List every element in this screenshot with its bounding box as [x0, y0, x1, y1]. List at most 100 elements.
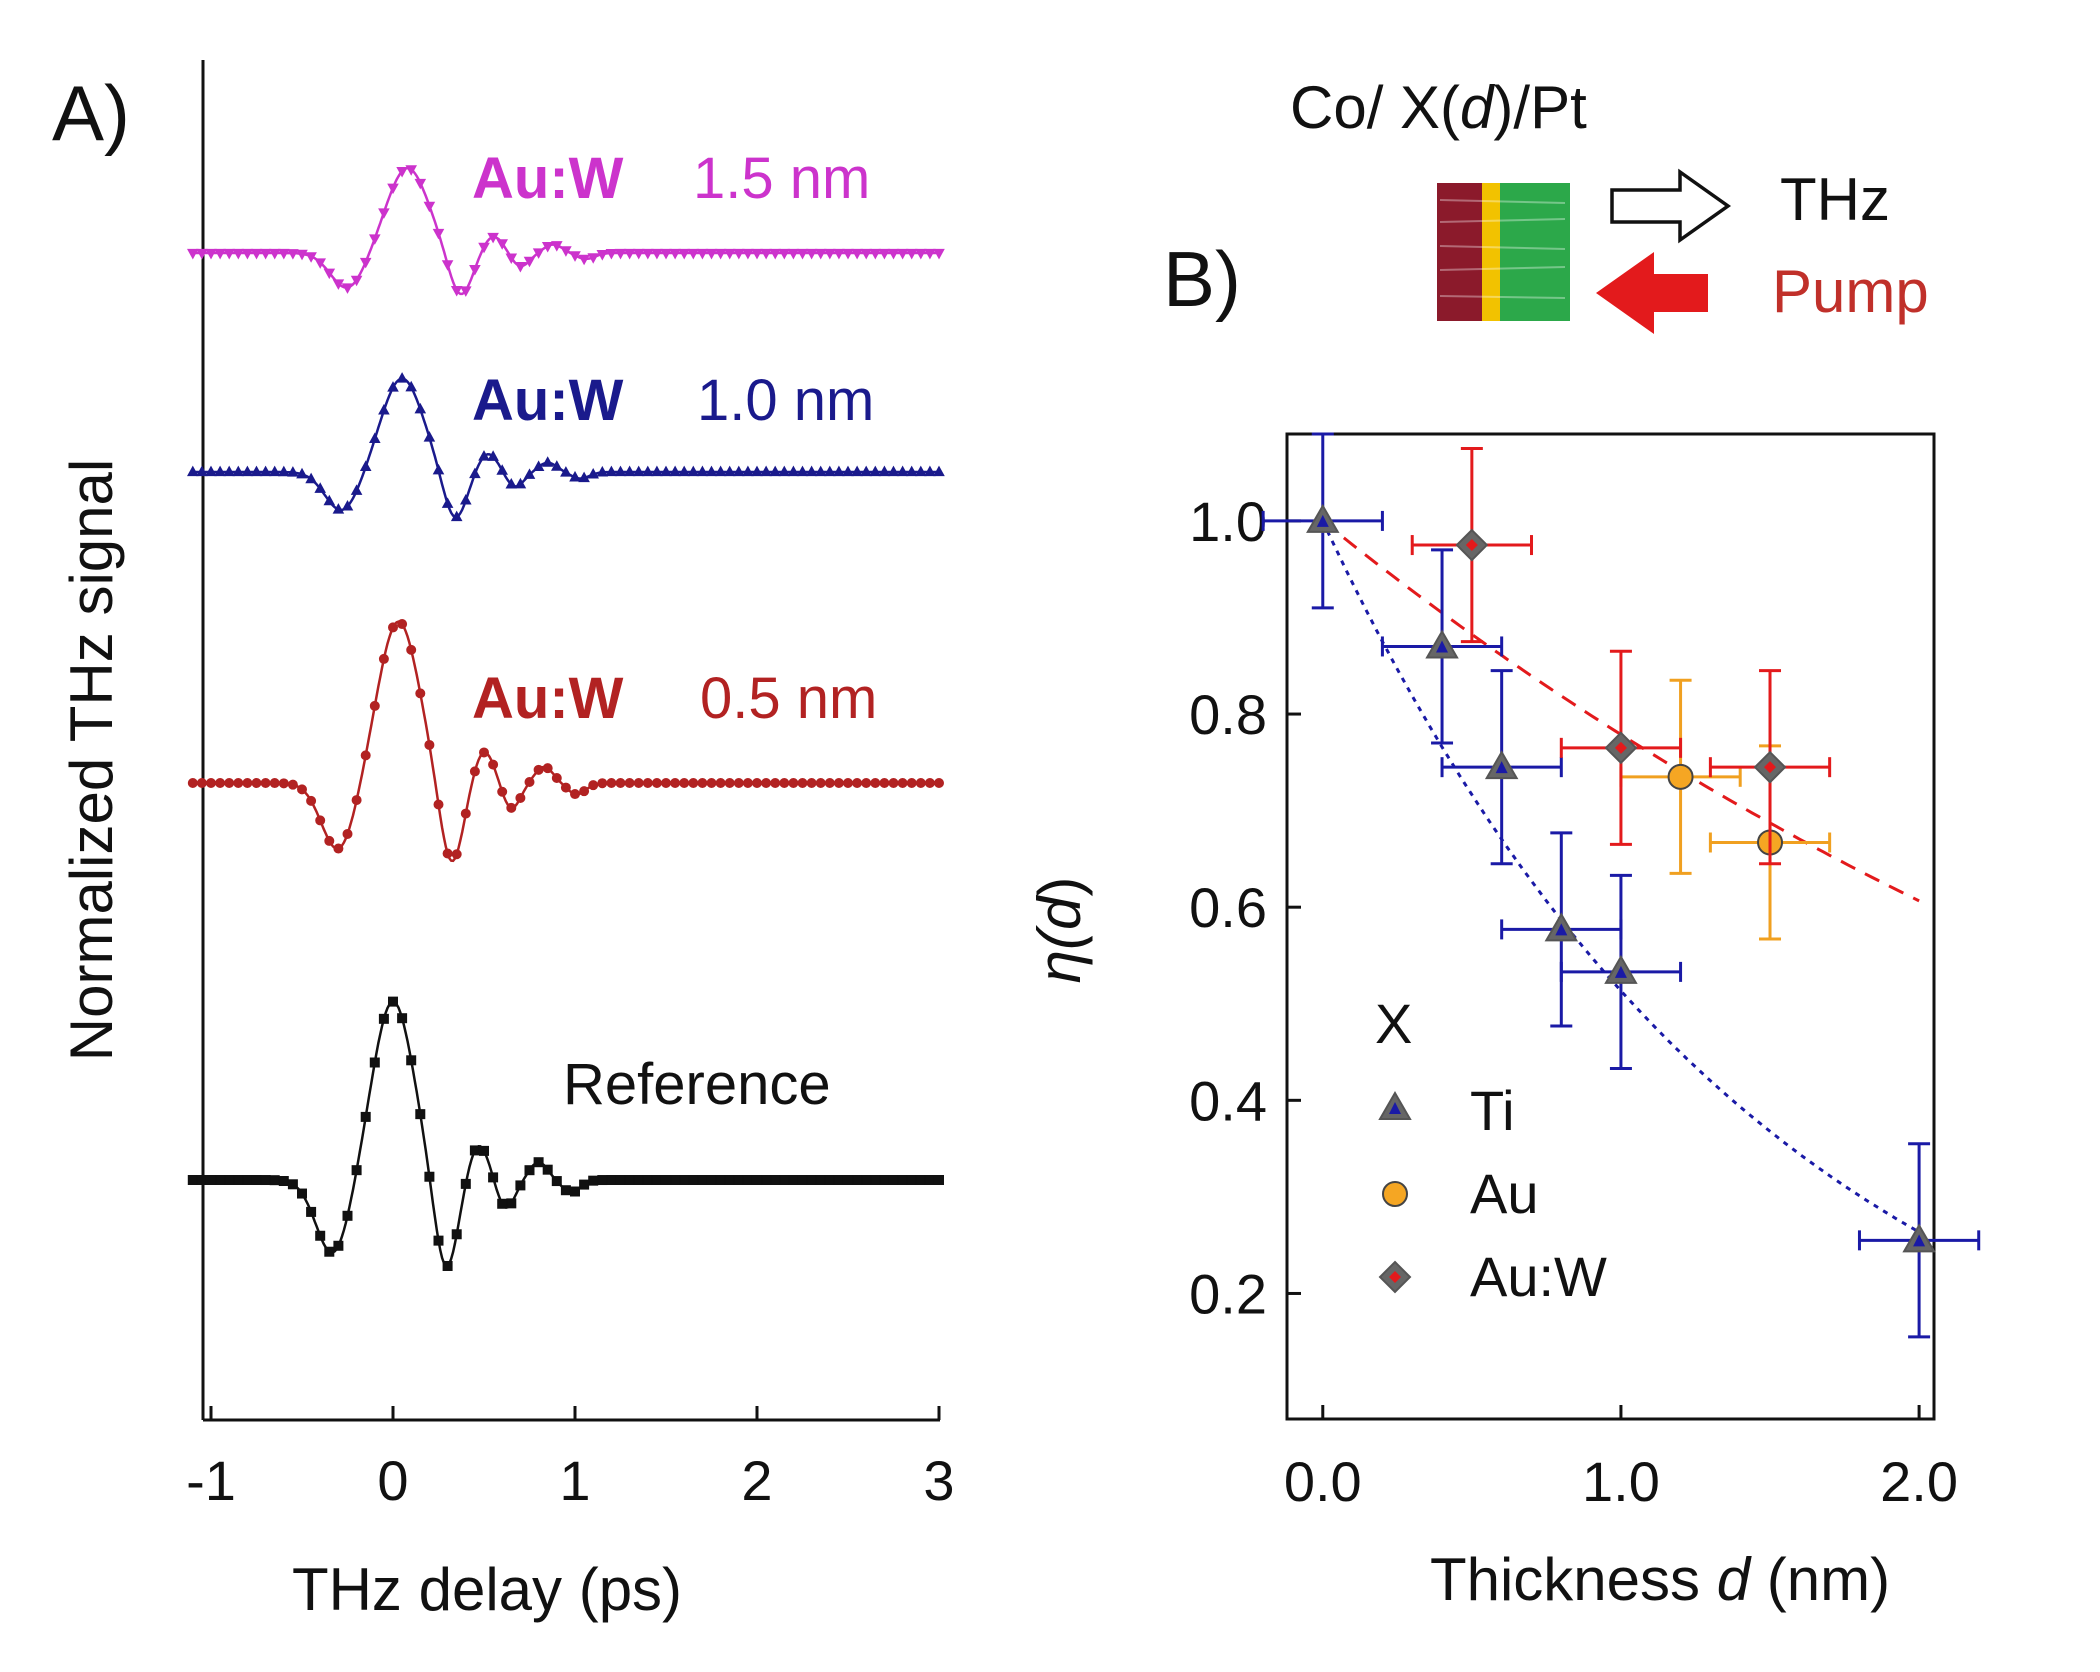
trace-marker — [469, 1145, 480, 1156]
trace-marker — [478, 242, 490, 254]
trace-marker — [460, 286, 472, 297]
panel-a-label: A) — [52, 69, 130, 157]
trace-marker — [934, 1175, 944, 1185]
trace-marker — [742, 778, 753, 788]
data-point-auw-core — [1465, 539, 1478, 552]
trace-marker — [497, 1198, 508, 1209]
panel-b-ylabel-var: d — [1026, 895, 1093, 930]
panel-b-xlabel-suffix: (nm) — [1750, 1546, 1890, 1613]
trace-marker — [223, 465, 235, 477]
trace-marker — [878, 465, 891, 477]
trace-marker — [752, 778, 762, 788]
trace-marker — [606, 1175, 617, 1186]
panel-b-ylabel-suffix: ) — [1026, 877, 1093, 897]
trace-marker — [314, 482, 326, 493]
trace-marker — [187, 248, 199, 260]
trace-marker — [488, 759, 499, 770]
trace-marker — [933, 248, 945, 260]
trace-marker — [523, 256, 536, 268]
trace-marker — [778, 465, 791, 477]
trace-marker — [805, 248, 818, 260]
trace-marker — [605, 465, 618, 477]
trace-marker — [824, 1175, 835, 1185]
trace-marker — [879, 1175, 890, 1185]
stack-formula: Co/ X(d)/Pt — [1290, 74, 1587, 141]
trace-marker — [833, 465, 845, 477]
trace-marker — [305, 252, 317, 263]
trace-marker — [479, 1145, 489, 1156]
trace-marker — [623, 248, 636, 260]
panel-a-ylabel: Normalized THz signal — [58, 459, 125, 1061]
trace-marker — [578, 254, 590, 266]
trace-marker — [451, 849, 462, 860]
trace-marker — [424, 739, 435, 750]
trace-marker — [259, 248, 272, 260]
trace-marker — [797, 778, 808, 788]
trace-marker — [742, 248, 754, 260]
trace-marker — [406, 644, 417, 655]
trace-marker — [588, 780, 599, 791]
trace-marker — [824, 248, 836, 260]
trace-marker — [570, 789, 580, 800]
trace-marker — [752, 1175, 762, 1185]
trace-marker — [642, 248, 654, 260]
trace-marker — [633, 1175, 644, 1185]
trace-marker — [815, 1175, 826, 1185]
y-tick-label: 0.6 — [1189, 876, 1267, 939]
panel-b-ylabel: η(d) — [1026, 877, 1093, 984]
trace-marker — [705, 465, 718, 477]
trace-marker — [924, 248, 936, 260]
legend-marker-ti-core — [1389, 1102, 1401, 1114]
trace-marker — [205, 465, 217, 477]
data-point-au — [1667, 763, 1694, 790]
trace-marker — [460, 808, 471, 819]
trace-marker — [896, 248, 909, 260]
trace-label-aw10-material: Au:W — [472, 368, 624, 433]
legend-label-auw: Au:W — [1470, 1245, 1607, 1308]
trace-marker — [387, 183, 399, 195]
trace-marker — [833, 778, 844, 788]
trace-label-reference: Reference — [563, 1052, 831, 1117]
trace-marker — [333, 843, 344, 854]
trace-marker — [351, 1165, 362, 1176]
trace-marker — [597, 1175, 608, 1186]
trace-marker — [278, 248, 290, 260]
trace-marker — [387, 381, 399, 392]
trace-marker — [570, 1186, 580, 1197]
x-tick-label: 0 — [377, 1449, 408, 1512]
trace-marker — [469, 467, 481, 479]
trace-marker — [360, 750, 371, 761]
x-tick-label: 2.0 — [1880, 1450, 1958, 1513]
trace-marker — [506, 802, 517, 813]
y-tick-label: 0.4 — [1189, 1069, 1267, 1132]
trace-marker — [651, 465, 663, 477]
trace-marker — [824, 465, 836, 477]
trace-marker — [770, 778, 781, 788]
trace-marker — [560, 1185, 571, 1196]
trace-marker — [505, 478, 518, 489]
trace-marker — [660, 465, 672, 477]
data-point-ti-core — [1436, 640, 1449, 653]
trace-marker — [315, 1230, 326, 1241]
trace-marker — [287, 1179, 298, 1190]
y-tick-label: 0.2 — [1189, 1262, 1267, 1325]
trace-marker — [260, 778, 271, 789]
trace-marker — [388, 996, 398, 1007]
trace-marker — [870, 778, 881, 788]
trace-marker — [778, 248, 791, 260]
trace-marker — [359, 257, 372, 269]
trace-marker — [214, 465, 226, 477]
data-point-ti-core — [1316, 514, 1329, 527]
trace-marker — [533, 764, 544, 775]
trace-label-aw15-thickness: 1.5 nm — [693, 146, 870, 211]
trace-marker — [532, 460, 545, 471]
trace-marker — [369, 700, 380, 711]
trace-marker — [441, 260, 454, 271]
trace-marker — [706, 778, 717, 788]
trace-marker — [396, 167, 408, 178]
trace-marker — [488, 1172, 499, 1183]
trace-marker — [588, 1175, 599, 1186]
trace-marker — [342, 1210, 353, 1221]
trace-marker — [442, 1260, 453, 1271]
trace-marker — [506, 1198, 517, 1209]
